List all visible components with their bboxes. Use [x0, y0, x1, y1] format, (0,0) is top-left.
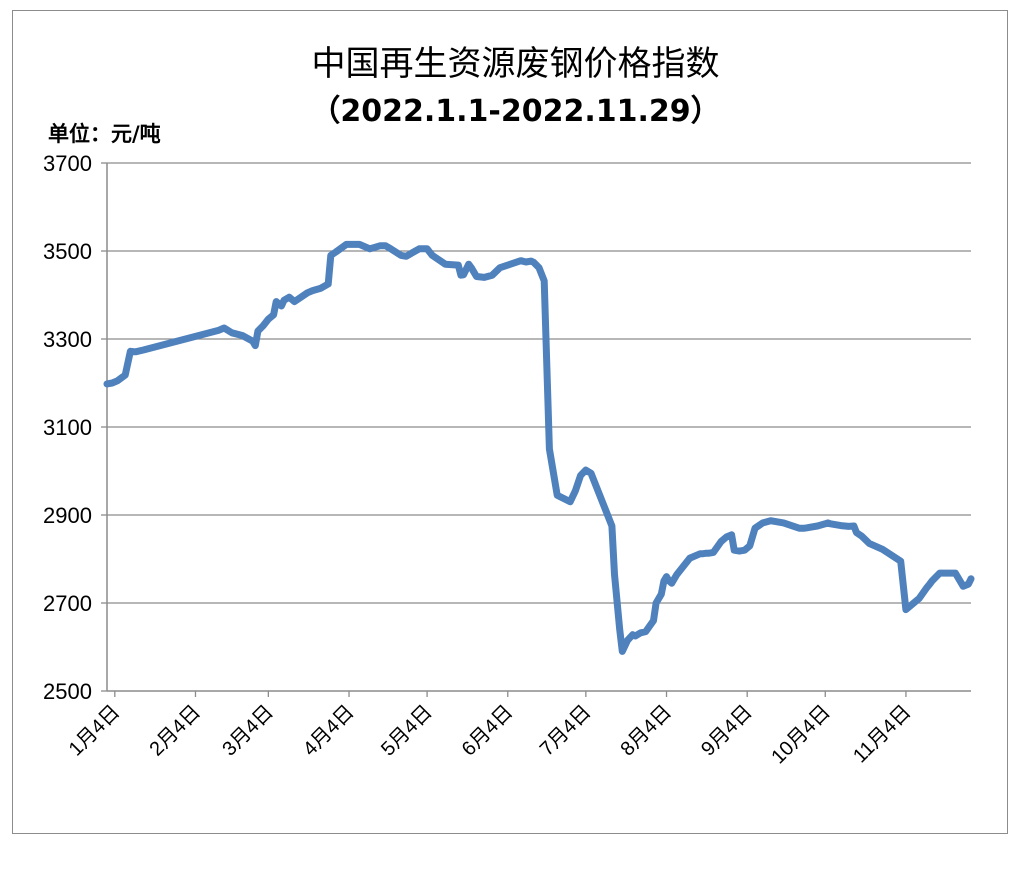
- x-tick-label: 4月4日: [299, 701, 359, 761]
- y-axis-ticks: 2500 2700 2900 3100 3300 3500 3700: [43, 151, 107, 704]
- y-tick-label: 2700: [43, 591, 92, 616]
- x-axis-ticks: 1月4日 2月4日 3月4日 4月4日 5月4日 6月4日 7月4日 8月4日 9月4日 10月4…: [65, 691, 915, 768]
- y-tick-label: 3100: [43, 415, 92, 440]
- x-tick-label: 5月4日: [377, 701, 437, 761]
- chart-subtitle: （2022.1.1-2022.11.29）: [310, 94, 721, 129]
- y-tick-label: 2900: [43, 503, 92, 528]
- chart-frame: [12, 10, 1008, 834]
- chart-title: 中国再生资源废钢价格指数: [311, 44, 720, 84]
- y-tick-label: 3700: [43, 151, 92, 176]
- x-tick-label: 2月4日: [145, 701, 205, 761]
- y-tick-label: 2500: [43, 679, 92, 704]
- x-tick-label: 1月4日: [65, 701, 125, 761]
- gridlines: [107, 162, 971, 604]
- x-tick-label: 11月4日: [849, 701, 915, 767]
- x-tick-label: 3月4日: [218, 701, 278, 761]
- x-tick-label: 9月4日: [697, 701, 757, 761]
- y-tick-label: 3500: [43, 239, 92, 264]
- x-tick-label: 7月4日: [536, 701, 596, 761]
- y-axis-unit-label: 单位：元/吨: [48, 122, 161, 146]
- x-tick-label: 8月4日: [616, 701, 676, 761]
- x-tick-label: 10月4日: [767, 701, 834, 768]
- x-tick-label: 6月4日: [458, 701, 518, 761]
- price-index-line: [103, 240, 975, 655]
- series-group: [103, 240, 975, 655]
- y-tick-label: 3300: [43, 327, 92, 352]
